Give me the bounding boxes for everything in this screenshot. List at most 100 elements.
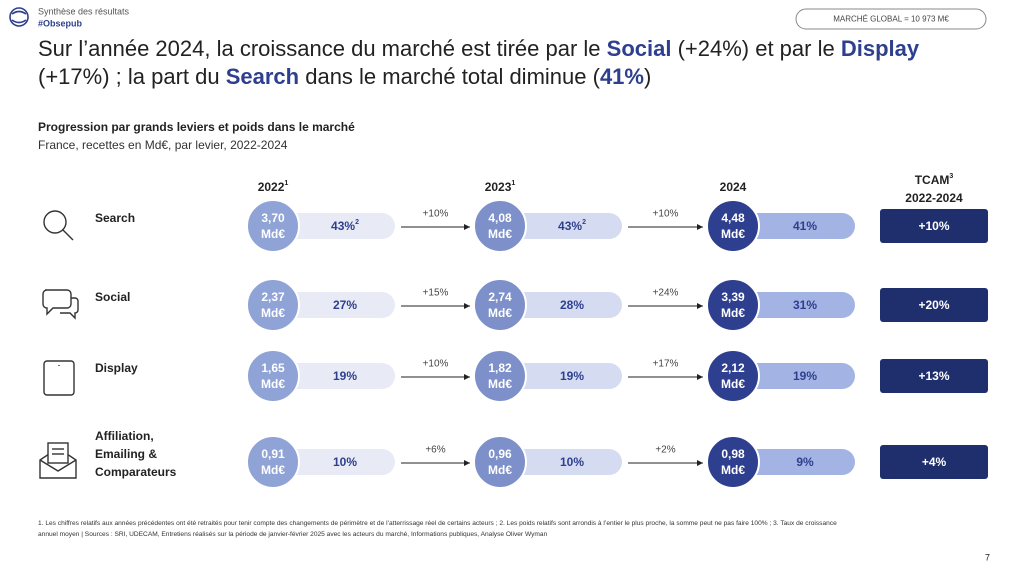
tcam: +4% — [922, 455, 947, 469]
share-note: 2 — [582, 219, 586, 226]
amount: 3,39 — [721, 290, 745, 304]
amount-circle — [473, 199, 527, 253]
tcam: +10% — [918, 219, 949, 233]
arrow-head — [697, 303, 703, 309]
share-value: 19% — [333, 369, 357, 383]
tcam-box — [880, 288, 988, 322]
row-label: Display — [95, 361, 138, 375]
share-note: 2 — [355, 219, 359, 226]
tcam-title: TCAM — [915, 173, 950, 187]
row-label: Affiliation, — [95, 429, 154, 443]
title-part: (+17%) ; la part du — [38, 64, 226, 89]
unit: Md€ — [488, 227, 512, 241]
amount: 3,70 — [261, 211, 285, 225]
title-part: dans le marché total diminue ( — [299, 64, 600, 89]
amount: 1,82 — [488, 361, 512, 375]
share-pill — [500, 213, 622, 239]
tcam-header: TCAM3 — [915, 173, 954, 187]
badge — [795, 8, 987, 30]
share: 9% — [796, 455, 814, 469]
year-note: 1 — [511, 180, 515, 187]
amount: 2,74 — [488, 290, 512, 304]
share-value: 41% — [793, 219, 817, 233]
badge-text: MARCHÉ GLOBAL = 10 973 M€ — [833, 15, 949, 24]
growth: +2% — [655, 445, 675, 456]
unit: Md€ — [488, 463, 512, 477]
arrow-head — [697, 374, 703, 380]
amount: 0,98 — [721, 447, 745, 461]
title-line: Sur l’année 2024, la croissance du march… — [38, 36, 920, 61]
growth: +24% — [653, 288, 679, 299]
share: 19% — [560, 369, 584, 383]
section: Synthèse des résultats — [38, 6, 130, 16]
share-value: 27% — [333, 298, 357, 312]
amount-circle — [246, 435, 300, 489]
share: 43%2 — [331, 219, 359, 233]
share-value: 19% — [793, 369, 817, 383]
year: 2022 — [258, 180, 285, 194]
tcam-box — [880, 359, 988, 393]
tcam-box — [880, 445, 988, 479]
share: 41% — [793, 219, 817, 233]
arrow-head — [697, 224, 703, 230]
tcam: +20% — [918, 298, 949, 312]
page-number: 7 — [985, 552, 990, 562]
share-pill — [273, 449, 395, 475]
year-header: 20221 — [258, 180, 289, 194]
share-pill — [273, 363, 395, 389]
share-pill — [733, 213, 855, 239]
share: 31% — [793, 298, 817, 312]
title: Sur l’année 2024, la croissance du march… — [38, 36, 920, 89]
title-highlight: 41% — [600, 64, 644, 89]
share-value: 43% — [331, 219, 355, 233]
share-value: 10% — [560, 455, 584, 469]
title-highlight: Display — [841, 36, 920, 61]
amount-circle — [706, 199, 760, 253]
title-part: ) — [644, 64, 651, 89]
share-pill — [500, 292, 622, 318]
logo — [9, 7, 29, 27]
share: 28% — [560, 298, 584, 312]
year-header: 20231 — [485, 180, 516, 194]
share-value: 31% — [793, 298, 817, 312]
share-pill — [733, 449, 855, 475]
unit: Md€ — [261, 463, 285, 477]
amount-circle — [246, 199, 300, 253]
amount: 0,96 — [488, 447, 512, 461]
subtitle-title: Progression par grands leviers et poids … — [38, 120, 355, 134]
display-icon — [43, 360, 75, 396]
share-pill — [500, 449, 622, 475]
arrow-head — [697, 460, 703, 466]
tcam-box — [880, 209, 988, 243]
amount-circle — [473, 435, 527, 489]
growth: +17% — [653, 359, 679, 370]
year-note: 1 — [284, 180, 288, 187]
share-value: 43% — [558, 219, 582, 233]
share-value: 19% — [560, 369, 584, 383]
tcam-period: 2022-2024 — [905, 191, 963, 205]
share: 19% — [333, 369, 357, 383]
amount: 4,08 — [488, 211, 512, 225]
share-value: 9% — [796, 455, 814, 469]
unit: Md€ — [721, 463, 745, 477]
title-highlight: Search — [226, 64, 299, 89]
amount-circle — [246, 278, 300, 332]
unit: Md€ — [261, 227, 285, 241]
row-label: Search — [95, 211, 135, 225]
unit: Md€ — [721, 306, 745, 320]
footnote-line: 1. Les chiffres relatifs aux années préc… — [38, 520, 837, 527]
unit: Md€ — [261, 306, 285, 320]
title-highlight: Social — [607, 36, 672, 61]
tag: #Obsepub — [38, 18, 83, 28]
share: 19% — [793, 369, 817, 383]
year: 2024 — [720, 180, 747, 194]
growth: +10% — [653, 209, 679, 220]
amount: 1,65 — [261, 361, 285, 375]
amount-circle — [706, 278, 760, 332]
share: 10% — [333, 455, 357, 469]
arrow-head — [464, 224, 470, 230]
growth: +6% — [425, 445, 445, 456]
search-icon — [43, 210, 74, 241]
tcam: +13% — [918, 369, 949, 383]
